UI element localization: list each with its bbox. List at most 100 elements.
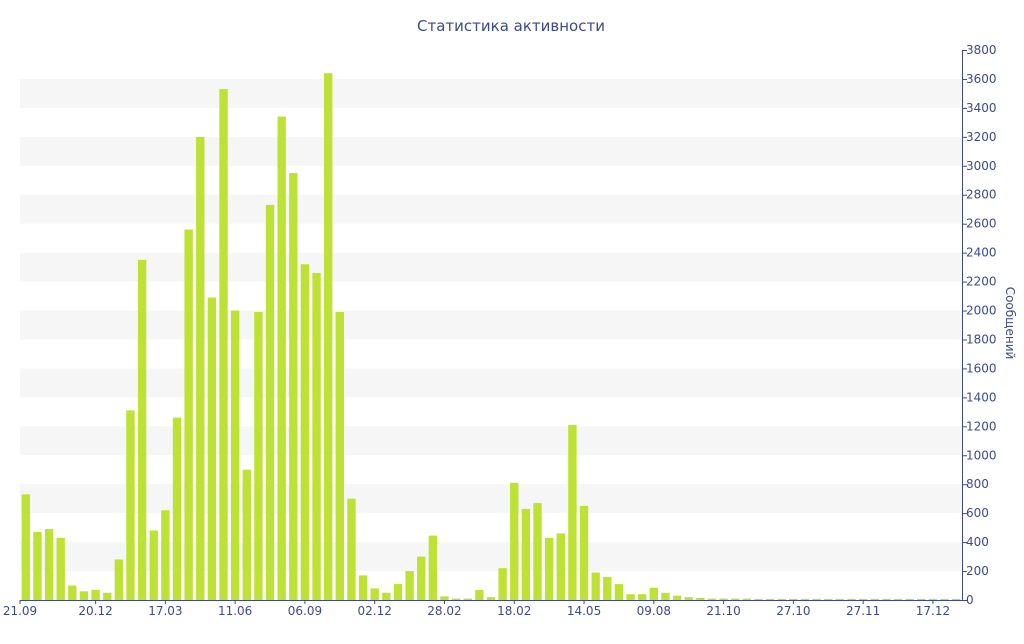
- bar: [451, 598, 461, 600]
- y-tick-label: 3400: [966, 101, 997, 115]
- bar: [649, 587, 659, 600]
- x-tick-label: 21.09: [3, 604, 37, 618]
- y-tick-label: 2600: [966, 217, 997, 231]
- bar: [719, 598, 728, 600]
- bar: [265, 204, 275, 601]
- x-tick-label: 28.02: [427, 604, 461, 618]
- bar: [184, 229, 193, 600]
- y-tick-label: 3600: [966, 72, 997, 86]
- bar: [707, 598, 717, 600]
- bar: [905, 598, 914, 600]
- bar: [149, 530, 158, 600]
- x-axis-ticks: 21.09 20.12 17.03 11.06 06.09 02.12 28.02 18.02…: [3, 600, 950, 618]
- bar: [637, 594, 647, 600]
- bar: [626, 594, 635, 600]
- x-tick-label: 18.02: [497, 604, 531, 618]
- x-tick-label: 06.09: [288, 604, 322, 618]
- bar: [882, 598, 891, 600]
- y-tick-label: 1600: [966, 361, 997, 375]
- bar: [672, 595, 682, 600]
- bar: [79, 591, 89, 600]
- y-tick-label: 600: [966, 506, 989, 520]
- bar: [103, 592, 112, 600]
- grid-band: [20, 78, 962, 108]
- bar: [870, 598, 879, 600]
- bar: [533, 503, 542, 600]
- y-tick-label: 1200: [966, 419, 997, 433]
- bar: [696, 597, 705, 600]
- bar: [893, 598, 903, 600]
- bar: [951, 598, 961, 600]
- y-axis-label: Сообщений: [1003, 287, 1017, 360]
- bar: [684, 597, 693, 600]
- bar: [68, 585, 77, 600]
- grid-band: [20, 368, 962, 398]
- x-tick-label: 20.12: [78, 604, 112, 618]
- y-tick-label: 400: [966, 535, 989, 549]
- x-tick-label: 27.11: [846, 604, 880, 618]
- x-tick-label: 17.03: [148, 604, 182, 618]
- grid-band: [20, 136, 962, 166]
- y-tick-label: 800: [966, 477, 989, 491]
- y-tick-label: 2800: [966, 188, 997, 202]
- y-tick-label: 2000: [966, 304, 997, 318]
- bar: [44, 529, 54, 600]
- y-tick-label: 2200: [966, 275, 997, 289]
- bar: [742, 598, 752, 600]
- bar: [510, 482, 519, 600]
- bar: [393, 584, 403, 600]
- bar: [521, 508, 531, 600]
- bar: [928, 598, 938, 600]
- bar: [161, 510, 170, 600]
- y-tick-label: 1400: [966, 390, 997, 404]
- x-tick-label: 09.08: [637, 604, 671, 618]
- bar: [289, 173, 298, 601]
- bar: [428, 535, 438, 600]
- bar: [33, 531, 42, 600]
- bar: [219, 89, 228, 600]
- bar: [847, 598, 856, 600]
- bar: [475, 589, 484, 600]
- y-tick-label: 2400: [966, 246, 997, 260]
- bar: [405, 571, 414, 600]
- bar: [207, 297, 217, 600]
- bar: [347, 498, 356, 600]
- grid-band: [20, 252, 962, 282]
- chart-title: Статистика активности: [417, 17, 605, 35]
- x-tick-label: 11.06: [218, 604, 252, 618]
- bar: [800, 598, 810, 600]
- x-tick-label: 02.12: [358, 604, 392, 618]
- bar: [56, 537, 65, 600]
- bar: [603, 576, 612, 600]
- grid-band: [20, 426, 962, 456]
- bar: [230, 310, 240, 600]
- bar: [556, 533, 565, 600]
- grid-band: [20, 484, 962, 514]
- y-tick-label: 3800: [966, 43, 997, 57]
- x-tick-label: 21.10: [706, 604, 740, 618]
- bar: [440, 596, 449, 600]
- y-tick-label: 1000: [966, 448, 997, 462]
- bar: [765, 598, 775, 600]
- bar: [254, 311, 263, 600]
- bar: [172, 417, 182, 600]
- bar: [824, 598, 833, 600]
- bar: [544, 537, 554, 600]
- y-tick-label: 1800: [966, 332, 997, 346]
- bar: [486, 597, 496, 600]
- bar: [917, 598, 926, 600]
- grid-band: [20, 194, 962, 224]
- y-tick-label: 200: [966, 564, 989, 578]
- y-tick-label: 3000: [966, 159, 997, 173]
- bar: [91, 589, 100, 600]
- grid-band: [20, 310, 962, 340]
- bar: [498, 568, 507, 600]
- bar: [835, 598, 845, 600]
- bar: [940, 598, 949, 600]
- bar: [579, 505, 589, 600]
- bar: [591, 572, 600, 600]
- grid-bands: [20, 78, 962, 572]
- bar: [777, 598, 786, 600]
- bar: [242, 469, 251, 600]
